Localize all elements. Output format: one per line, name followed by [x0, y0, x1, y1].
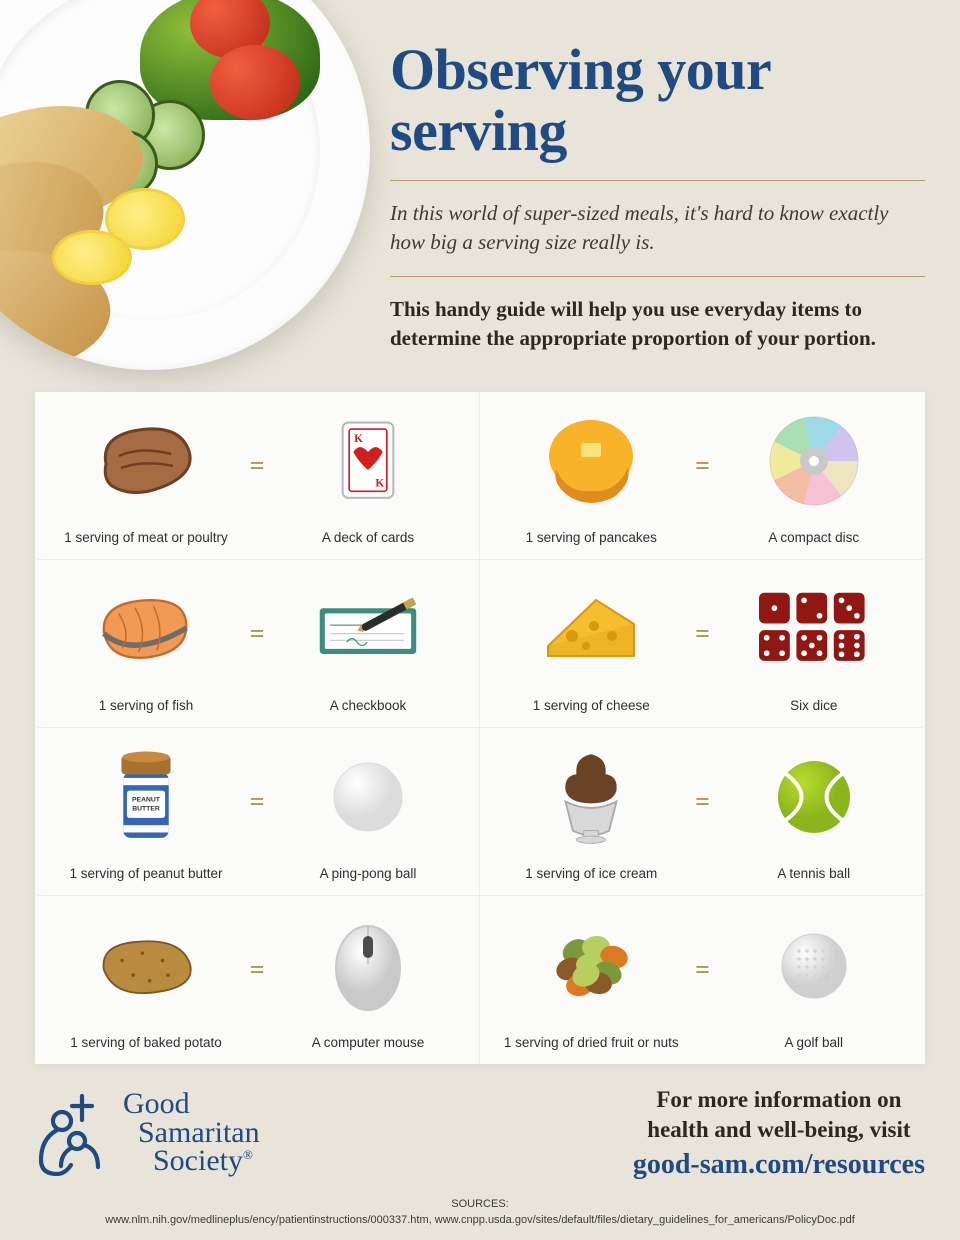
sources-label: SOURCES:	[0, 1197, 960, 1212]
steak-icon	[53, 392, 239, 530]
samaritan-icon	[35, 1090, 113, 1176]
cards-icon: KK	[275, 392, 461, 530]
cd-icon	[721, 392, 908, 530]
food-caption: 1 serving of dried fruit or nuts	[504, 1035, 679, 1050]
sources-text: www.nlm.nih.gov/medlineplus/ency/patient…	[0, 1213, 960, 1228]
pingpong-icon	[275, 728, 461, 866]
equals-sign: =	[239, 787, 275, 817]
mouse-icon	[275, 896, 461, 1035]
registered-mark: ®	[243, 1147, 253, 1162]
more-info-line: For more information on	[633, 1085, 925, 1115]
comparison-cell: 1 serving of meat or poultry = KK A deck…	[35, 392, 480, 559]
svg-text:K: K	[354, 433, 363, 445]
item-caption: Six dice	[790, 698, 837, 713]
icecream-icon	[498, 728, 685, 866]
svg-text:K: K	[375, 477, 384, 489]
more-info-line: health and well-being, visit	[633, 1115, 925, 1145]
food-caption: 1 serving of cheese	[533, 698, 650, 713]
comparison-grid: 1 serving of meat or poultry = KK A deck…	[35, 392, 925, 1064]
intro-bold: This handy guide will help you use every…	[390, 295, 925, 354]
item-caption: A golf ball	[784, 1035, 843, 1050]
comparison-cell: 1 serving of ice cream = A tennis ball	[480, 728, 925, 895]
tennis-icon	[721, 728, 908, 866]
pancake-icon	[498, 392, 685, 530]
svg-text:BUTTER: BUTTER	[132, 806, 160, 813]
peanut-butter-icon: PEANUT BUTTER	[53, 728, 239, 866]
food-caption: 1 serving of baked potato	[70, 1035, 222, 1050]
resources-link[interactable]: good-sam.com/resources	[633, 1149, 925, 1181]
page-title: Observing your serving	[390, 40, 925, 162]
svg-text:PEANUT: PEANUT	[132, 797, 161, 804]
item-caption: A checkbook	[330, 698, 407, 713]
golf-icon	[721, 896, 908, 1035]
equals-sign: =	[685, 619, 721, 649]
divider	[390, 180, 925, 181]
food-caption: 1 serving of pancakes	[526, 530, 657, 545]
comparison-cell: 1 serving of dried fruit or nuts = A gol…	[480, 896, 925, 1064]
equals-sign: =	[239, 955, 275, 985]
salmon-icon	[53, 560, 239, 698]
item-caption: A tennis ball	[777, 866, 850, 881]
comparison-cell: 1 serving of cheese = Six dice	[480, 560, 925, 727]
comparison-cell: 1 serving of pancakes = A compact disc	[480, 392, 925, 559]
food-caption: 1 serving of peanut butter	[69, 866, 222, 881]
checkbook-icon	[275, 560, 461, 698]
item-caption: A computer mouse	[312, 1035, 425, 1050]
food-caption: 1 serving of ice cream	[525, 866, 657, 881]
equals-sign: =	[685, 451, 721, 481]
item-caption: A ping-pong ball	[320, 866, 417, 881]
equals-sign: =	[239, 619, 275, 649]
org-logo: Good Samaritan Society®	[35, 1090, 260, 1176]
org-name-3: Society	[153, 1144, 243, 1177]
nuts-icon	[498, 896, 685, 1035]
dice-icon	[721, 560, 908, 698]
equals-sign: =	[685, 955, 721, 985]
equals-sign: =	[685, 787, 721, 817]
comparison-cell: 1 serving of fish = A checkbook	[35, 560, 480, 727]
item-caption: A compact disc	[768, 530, 859, 545]
comparison-cell: 1 serving of baked potato = A computer m…	[35, 896, 480, 1064]
comparison-cell: PEANUTBUTTER 1 serving of peanut butter …	[35, 728, 480, 895]
cheese-icon	[498, 560, 685, 698]
item-caption: A deck of cards	[322, 530, 414, 545]
divider	[390, 276, 925, 277]
equals-sign: =	[239, 451, 275, 481]
food-caption: 1 serving of fish	[99, 698, 194, 713]
potato-icon	[53, 896, 239, 1035]
intro-italic: In this world of super-sized meals, it's…	[390, 199, 925, 258]
food-caption: 1 serving of meat or poultry	[64, 530, 228, 545]
hero-plate-photo	[0, 0, 370, 370]
